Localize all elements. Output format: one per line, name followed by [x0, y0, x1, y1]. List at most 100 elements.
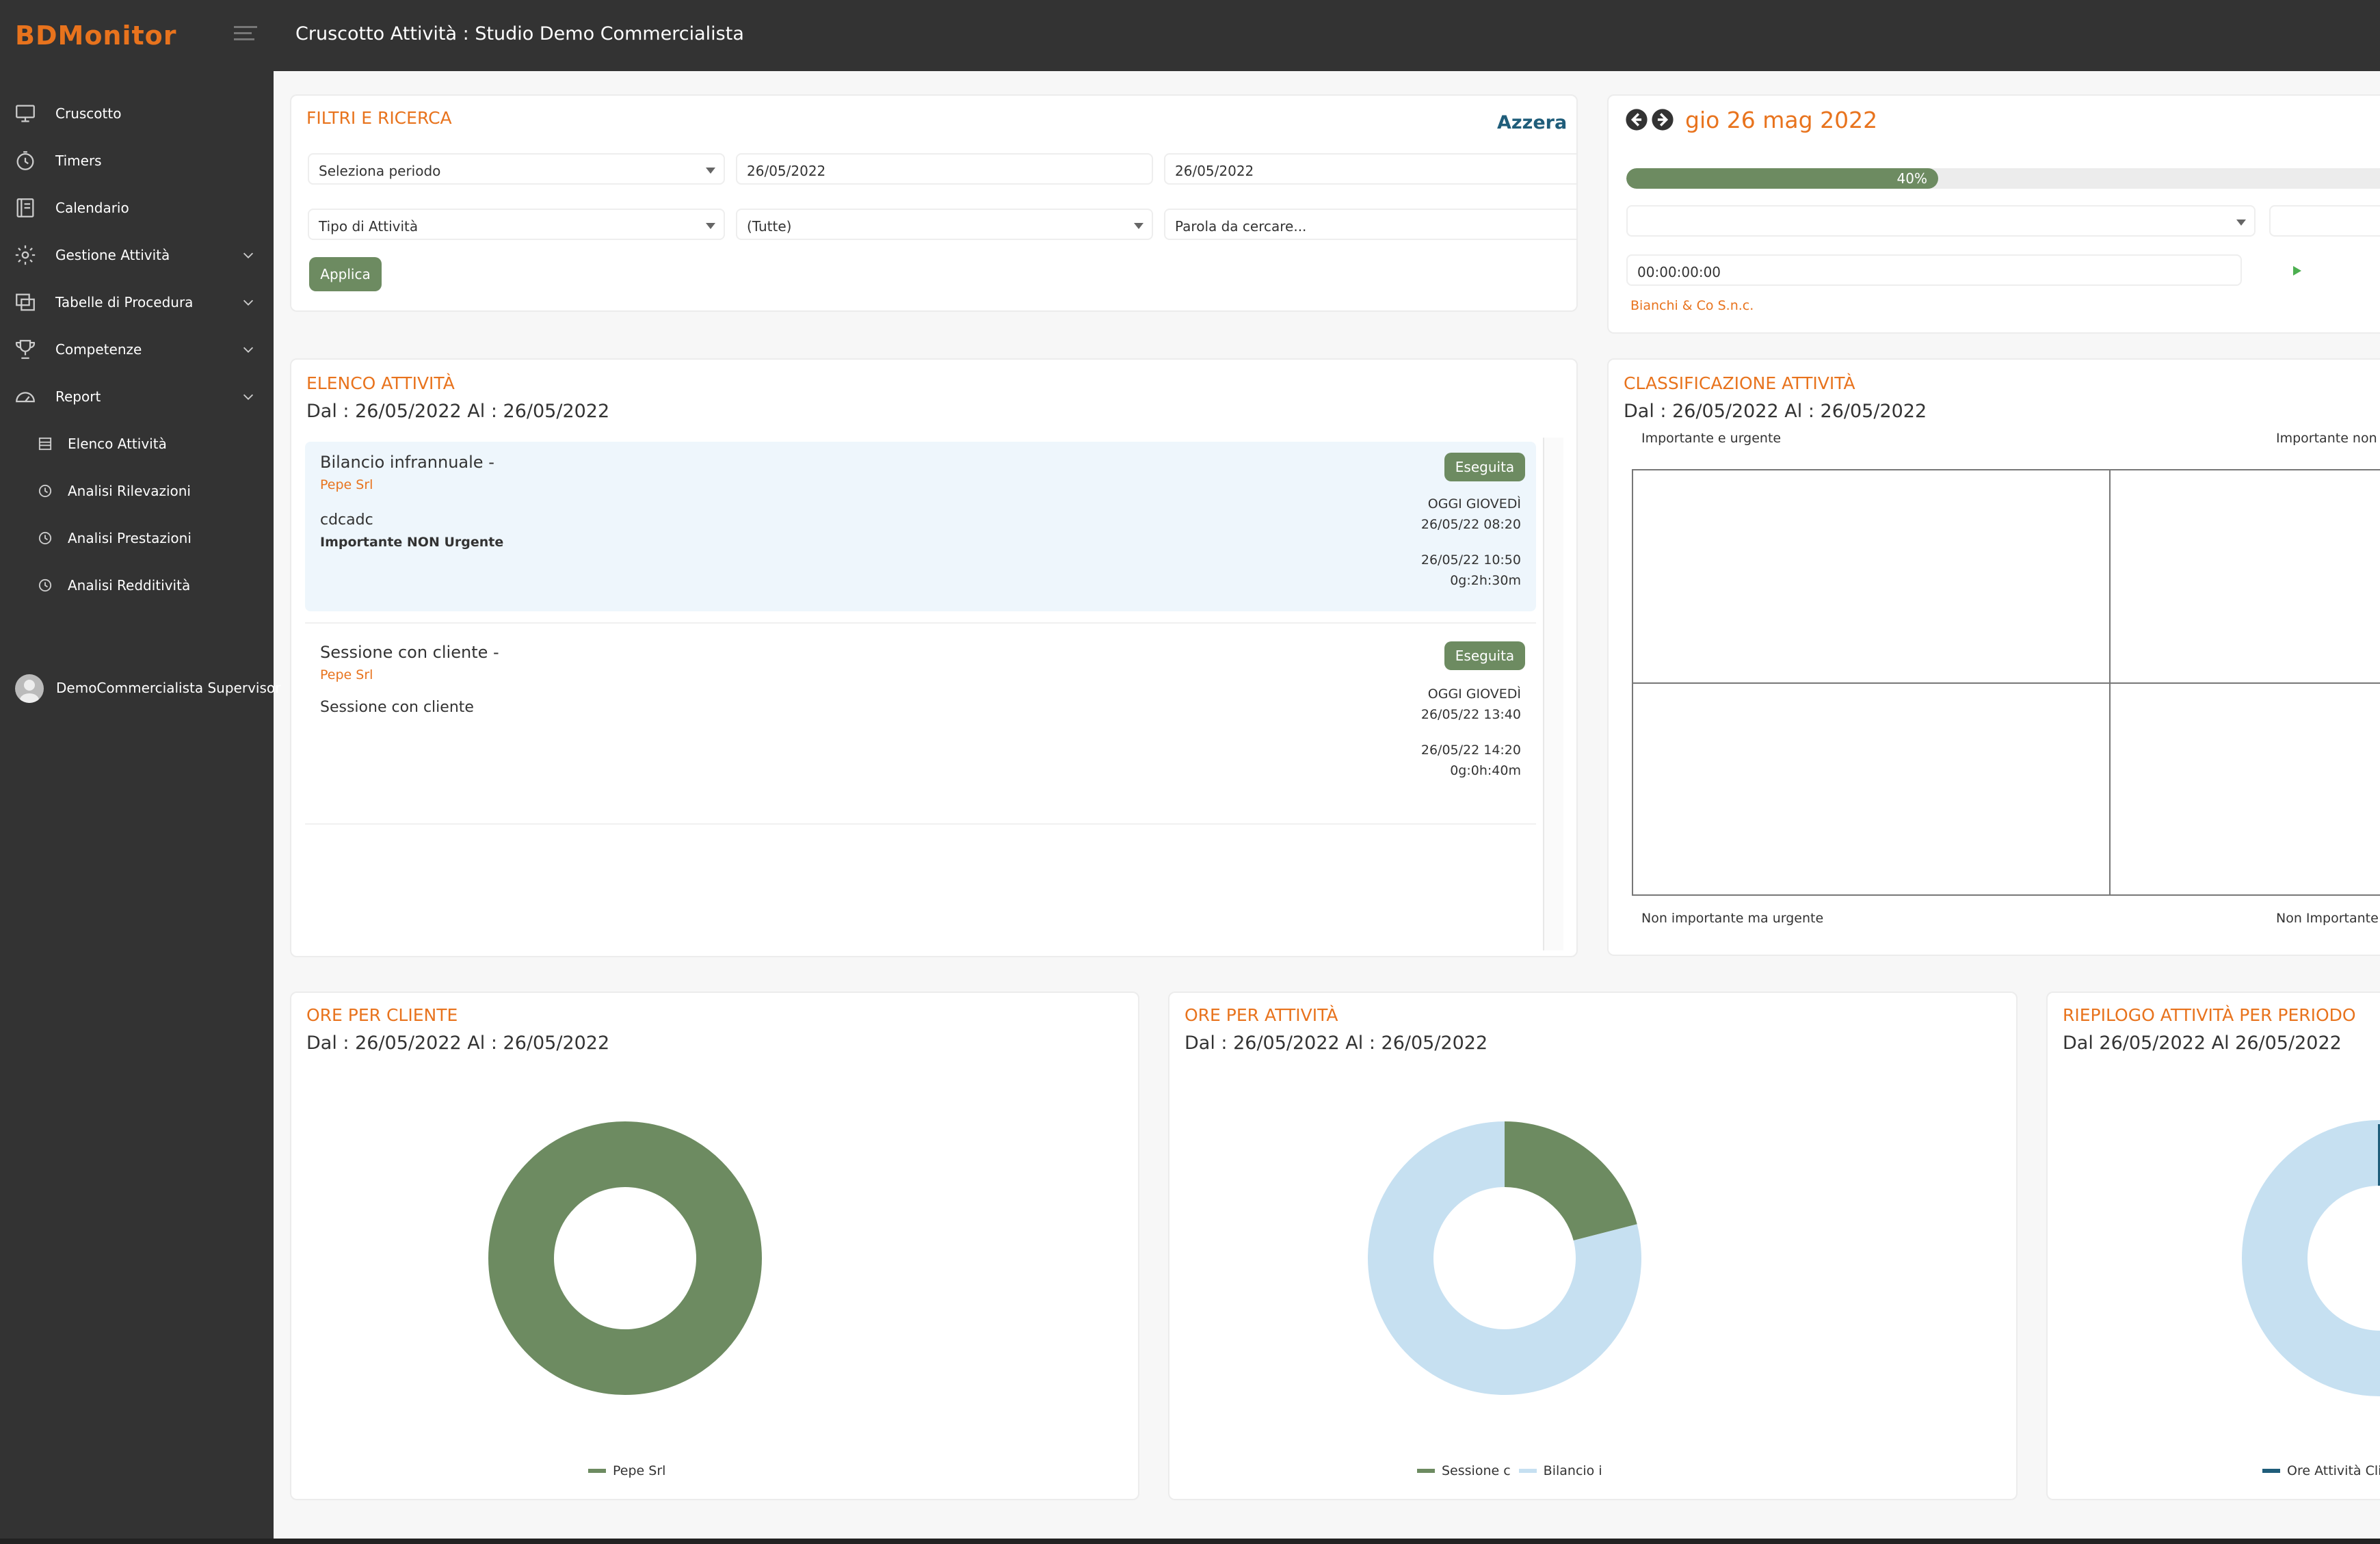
sidebar-item-label: Elenco Attività: [68, 436, 167, 452]
activity-title: Bilancio infrannuale -: [320, 453, 494, 472]
chevron-down-icon: [1134, 223, 1143, 229]
divider: [305, 823, 1536, 825]
activity-description: Sessione con cliente: [320, 699, 474, 716]
sidebar-item-tabelle-procedura[interactable]: Tabelle di Procedura: [0, 282, 274, 323]
hours-per-client-card: ORE PER CLIENTE Dal : 26/05/2022 Al : 26…: [290, 991, 1139, 1500]
page-title: Cruscotto Attività : Studio Demo Commerc…: [295, 23, 744, 44]
period-select-value: Seleziona periodo: [319, 163, 441, 179]
chevron-down-icon: [706, 223, 715, 229]
sidebar-subitem-analisi-rilevazioni[interactable]: Analisi Rilevazioni: [0, 470, 274, 511]
timer-client: Bianchi & Co S.n.c.: [1630, 298, 1754, 313]
date-to-value: 26/05/2022: [1175, 163, 1254, 179]
activity-donut-chart: [1368, 1121, 1641, 1395]
sidebar-subitem-elenco-attivita[interactable]: Elenco Attività: [0, 423, 274, 464]
date-to-input[interactable]: 26/05/2022: [1164, 153, 1576, 185]
table-icon: [16, 293, 35, 311]
summary-donut-marker: [2378, 1124, 2380, 1186]
timer-activity-select[interactable]: [1626, 205, 2256, 237]
apply-button[interactable]: Applica: [309, 257, 382, 291]
timer-icon: [16, 151, 34, 170]
activities-period: Dal : 26/05/2022 Al : 26/05/2022: [306, 401, 610, 422]
donut-slice-pepe-srl[interactable]: [488, 1121, 762, 1395]
activity-day: OGGI GIOVEDÌ: [1427, 496, 1521, 511]
list-item[interactable]: Bilancio infrannuale - Pepe Srl cdcadc I…: [305, 442, 1536, 611]
user-name[interactable]: DemoCommercialista Supervisor: [56, 680, 281, 696]
quadrant-label-important-not-urgent: Importante non: [2276, 431, 2377, 446]
quadrant-label-not-important: Non Importante: [2276, 911, 2379, 926]
chevron-down-icon: [243, 394, 254, 400]
timer-time-input[interactable]: 00:00:00:00: [1626, 254, 2242, 286]
reset-link[interactable]: Azzera: [1497, 112, 1568, 133]
hours-client-period: Dal : 26/05/2022 Al : 26/05/2022: [306, 1033, 610, 1054]
legend-label: Pepe Srl: [613, 1463, 666, 1478]
chevron-down-icon: [243, 347, 254, 353]
timer-card: gio 26 mag 2022 40% 00:00:00:00 Bianchi …: [1607, 94, 2380, 334]
activity-end: 26/05/22 10:50: [1420, 553, 1521, 568]
sidebar-item-label: Competenze: [55, 341, 142, 358]
arrow-right-icon[interactable]: [1651, 108, 1674, 131]
date-from-input[interactable]: 26/05/2022: [736, 153, 1153, 185]
chart-legend: Sessione c Bilancio i: [1417, 1463, 1602, 1478]
legend-label: Sessione c: [1442, 1463, 1511, 1478]
chevron-down-icon: [243, 252, 254, 258]
sidebar-item-label: Cruscotto: [55, 105, 122, 122]
summary-donut-slice: [2242, 1120, 2380, 1396]
activity-client: Pepe Srl: [320, 477, 373, 492]
divider: [305, 622, 1536, 624]
sidebar-item-cruscotto[interactable]: Cruscotto: [0, 93, 274, 134]
activity-filter-select[interactable]: (Tutte): [736, 209, 1153, 240]
app-logo[interactable]: BDMonitor: [15, 21, 177, 51]
chevron-down-icon: [243, 300, 254, 306]
play-icon[interactable]: [2288, 263, 2305, 279]
trophy-icon: [15, 340, 36, 359]
arrow-left-icon[interactable]: [1625, 108, 1648, 131]
activity-filter-value: (Tutte): [747, 218, 792, 235]
sidebar-subitem-analisi-prestazioni[interactable]: Analisi Prestazioni: [0, 518, 274, 559]
date-from-value: 26/05/2022: [747, 163, 826, 179]
timer-time-value: 00:00:00:00: [1637, 264, 1721, 280]
list-item[interactable]: Sessione con cliente - Pepe Srl Sessione…: [305, 630, 1536, 815]
sidebar-item-calendario[interactable]: Calendario: [0, 187, 274, 228]
quadrant-label-important-urgent: Importante e urgente: [1641, 431, 1782, 446]
summary-donut-chart: [2242, 1120, 2380, 1396]
menu-toggle-icon[interactable]: [234, 26, 257, 44]
sidebar: Cruscotto Timers Calendario Gestione Att…: [0, 71, 280, 1544]
sidebar-item-timers[interactable]: Timers: [0, 140, 274, 181]
search-input[interactable]: Parola da cercare...: [1164, 209, 1576, 240]
progress-label: 40%: [1896, 170, 1927, 187]
activity-client: Pepe Srl: [320, 667, 373, 682]
avatar[interactable]: [15, 674, 44, 703]
hours-activity-period: Dal : 26/05/2022 Al : 26/05/2022: [1185, 1033, 1488, 1054]
legend-label: Bilancio i: [1543, 1463, 1602, 1478]
sidebar-subitem-analisi-redditivita[interactable]: Analisi Redditività: [0, 565, 274, 606]
activity-description: cdcadc: [320, 511, 373, 529]
activity-type-select[interactable]: Tipo di Attività: [308, 209, 725, 240]
hours-activity-title: ORE PER ATTIVITÀ: [1185, 1005, 1338, 1025]
sidebar-item-gestione-attivita[interactable]: Gestione Attività: [0, 235, 274, 276]
legend-label: Ore Attività Clie: [2287, 1463, 2380, 1478]
filters-title: FILTRI E RICERCA: [306, 108, 452, 128]
gauge-icon: [16, 392, 35, 403]
top-bar: BDMonitor Cruscotto Attività : Studio De…: [0, 0, 2380, 71]
status-badge[interactable]: Eseguita: [1444, 641, 1525, 670]
bottom-edge: [0, 1539, 2380, 1544]
list-icon: [38, 437, 52, 451]
summary-period: Dal 26/05/2022 Al 26/05/2022: [2063, 1033, 2342, 1054]
sidebar-item-report[interactable]: Report: [0, 376, 274, 417]
classification-title: CLASSIFICAZIONE ATTIVITÀ: [1624, 373, 1855, 393]
classification-period: Dal : 26/05/2022 Al : 26/05/2022: [1624, 401, 1927, 422]
donut-slice-sessione-c[interactable]: [1505, 1121, 1637, 1241]
clock-icon: [38, 531, 52, 545]
summary-title: RIEPILOGO ATTIVITÀ PER PERIODO: [2063, 1005, 2356, 1025]
hours-client-title: ORE PER CLIENTE: [306, 1005, 458, 1025]
status-badge[interactable]: Eseguita: [1444, 453, 1525, 481]
timer-extra-input[interactable]: [2269, 205, 2380, 237]
donut-slice-bilancio-i[interactable]: [1368, 1121, 1641, 1395]
legend-swatch: [1518, 1469, 1537, 1473]
period-select[interactable]: Seleziona periodo: [308, 153, 725, 185]
progress-bar: 40%: [1626, 168, 2380, 189]
sidebar-item-competenze[interactable]: Competenze: [0, 329, 274, 370]
chevron-down-icon: [706, 168, 715, 174]
scrollbar[interactable]: [1543, 438, 1563, 950]
sidebar-item-label: Tabelle di Procedura: [55, 294, 194, 310]
